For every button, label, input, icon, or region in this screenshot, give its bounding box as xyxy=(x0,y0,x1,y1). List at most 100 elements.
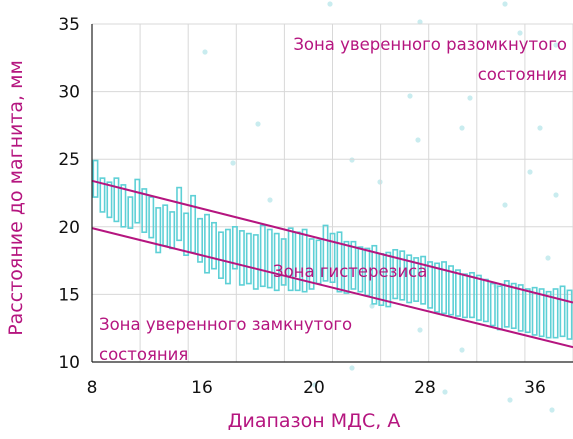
hysteresis-bar xyxy=(566,289,573,340)
background-dot xyxy=(407,93,413,99)
background-dot xyxy=(327,1,333,7)
background-dot xyxy=(553,42,559,48)
x-axis-label: Диапазон МДС, А xyxy=(228,410,401,432)
boundary-line xyxy=(91,179,573,304)
y-tick-label: 10 xyxy=(58,353,80,373)
hysteresis-bar xyxy=(531,286,538,336)
hysteresis-bar xyxy=(308,238,315,290)
hysteresis-bar xyxy=(280,238,287,286)
background-dot xyxy=(369,303,375,309)
annotation-hysteresis-zone: Зона гистерезиса xyxy=(273,262,427,281)
x-tick-label: 8 xyxy=(87,378,98,398)
hysteresis-bar xyxy=(336,231,343,293)
hysteresis-bar xyxy=(413,257,420,302)
hysteresis-bar xyxy=(468,271,475,319)
y-tick-label: 35 xyxy=(58,15,80,35)
hysteresis-bar xyxy=(475,274,482,321)
hysteresis-bar xyxy=(420,255,427,305)
x-tick-label: 36 xyxy=(524,378,546,398)
hysteresis-bar xyxy=(559,285,566,338)
y-tick-label: 20 xyxy=(58,218,80,238)
background-dot xyxy=(517,30,523,36)
hysteresis-bar xyxy=(399,250,406,301)
hysteresis-bar xyxy=(120,184,127,228)
background-dot xyxy=(459,347,465,353)
hysteresis-bar xyxy=(113,177,120,223)
hysteresis-bar xyxy=(343,240,350,294)
hysteresis-bar xyxy=(322,224,329,282)
hysteresis-bar xyxy=(252,234,259,290)
background-dot xyxy=(230,160,236,166)
background-dot xyxy=(417,327,423,333)
background-dot xyxy=(553,192,559,198)
hysteresis-bar xyxy=(245,232,252,285)
background-dot xyxy=(537,125,543,131)
hysteresis-bar xyxy=(231,226,238,270)
hysteresis-bar xyxy=(224,228,231,285)
hysteresis-bar xyxy=(482,278,489,323)
background-dot xyxy=(417,19,423,25)
hysteresis-bar xyxy=(524,288,531,334)
hysteresis-bar xyxy=(287,227,294,292)
hysteresis-bar xyxy=(350,240,357,290)
hysteresis-bar xyxy=(148,196,155,239)
background-dot xyxy=(267,197,273,203)
y-tick-label: 25 xyxy=(58,150,80,170)
hysteresis-bar xyxy=(427,261,434,309)
hysteresis-bar xyxy=(190,194,197,254)
hysteresis-bar xyxy=(448,265,454,316)
hysteresis-bar xyxy=(538,288,545,338)
hysteresis-bar xyxy=(455,269,461,317)
hysteresis-bar xyxy=(301,228,308,293)
background-dot xyxy=(507,397,513,403)
annotation-open-zone-line2: состояния xyxy=(478,65,567,84)
hysteresis-bar xyxy=(238,230,245,286)
hysteresis-bar xyxy=(155,207,162,254)
annotation-open-zone-line1: Зона уверенного разомкнутого xyxy=(293,35,567,54)
x-tick-label: 28 xyxy=(414,378,436,398)
hysteresis-bar xyxy=(510,282,517,330)
hysteresis-bar xyxy=(106,181,113,219)
hysteresis-bar xyxy=(197,217,204,263)
background-dot xyxy=(415,137,421,143)
hysteresis-bar xyxy=(162,204,169,247)
background-dot xyxy=(255,121,261,127)
hysteresis-bar xyxy=(385,251,392,308)
hysteresis-bar xyxy=(218,231,224,279)
hysteresis-bar xyxy=(552,288,559,339)
background-dot xyxy=(502,1,508,7)
background-dot xyxy=(312,382,318,388)
background-dot xyxy=(459,125,465,131)
hysteresis-bar xyxy=(371,244,378,305)
hysteresis-bar xyxy=(273,232,280,292)
hysteresis-bar xyxy=(99,177,106,213)
y-tick-label: 15 xyxy=(58,285,80,305)
hysteresis-bar xyxy=(392,248,399,300)
background-dot xyxy=(502,202,508,208)
background-dot xyxy=(527,169,533,175)
boundary-line xyxy=(91,227,573,349)
hysteresis-bar xyxy=(329,232,336,284)
hysteresis-bar xyxy=(211,221,217,270)
hysteresis-bar xyxy=(517,284,524,332)
hysteresis-bar xyxy=(406,254,413,304)
annotation-closed-zone-line1: Зона уверенного замкнутого xyxy=(99,315,352,334)
background-dot xyxy=(442,389,448,395)
hysteresis-bar xyxy=(134,178,141,224)
hysteresis-bar xyxy=(204,213,210,274)
hysteresis-bar xyxy=(141,188,148,234)
hysteresis-bar xyxy=(441,261,447,315)
hysteresis-bar xyxy=(357,246,364,293)
hysteresis-bar xyxy=(503,280,510,328)
background-dot xyxy=(202,49,208,55)
hysteresis-bar xyxy=(461,273,468,319)
background-dot xyxy=(377,179,383,185)
hysteresis-bar xyxy=(183,212,190,256)
hysteresis-bar xyxy=(176,186,183,242)
y-tick-label: 30 xyxy=(58,83,80,103)
background-dot xyxy=(349,365,355,371)
background-dot xyxy=(549,407,555,413)
y-axis-label: Расстояние до магнита, мм xyxy=(5,60,27,336)
